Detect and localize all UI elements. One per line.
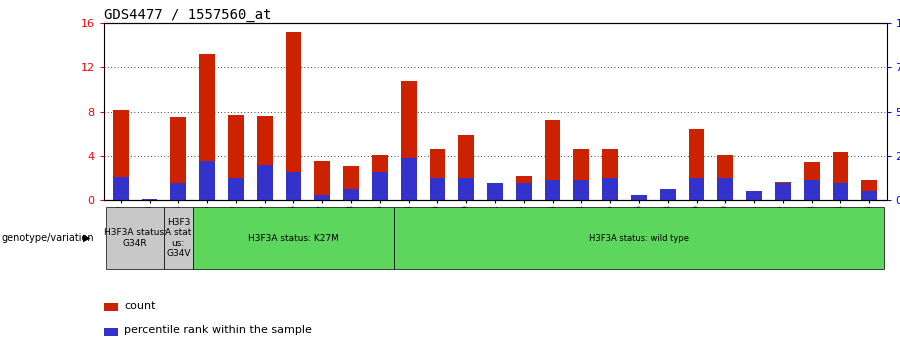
Bar	[104, 303, 118, 311]
Bar	[775, 183, 791, 200]
Bar	[660, 197, 676, 200]
Bar	[832, 183, 849, 200]
Bar	[804, 180, 820, 200]
Bar	[256, 166, 273, 200]
Bar	[544, 180, 561, 200]
Bar	[516, 183, 532, 200]
Text: GDS4477 / 1557560_at: GDS4477 / 1557560_at	[104, 8, 271, 22]
Bar	[394, 207, 884, 269]
Bar	[688, 129, 705, 200]
Bar	[631, 197, 647, 200]
Bar	[746, 195, 762, 200]
Bar	[141, 199, 158, 200]
Bar	[516, 176, 532, 200]
Bar	[775, 182, 791, 200]
Bar	[832, 153, 849, 200]
Bar	[170, 183, 186, 200]
Text: count: count	[124, 301, 156, 311]
Bar	[228, 178, 244, 200]
Bar	[314, 195, 330, 200]
Bar	[372, 172, 388, 200]
Bar	[631, 195, 647, 200]
Bar	[429, 149, 445, 200]
Bar	[343, 166, 359, 200]
Bar	[660, 188, 676, 200]
Bar	[256, 116, 273, 200]
Bar	[746, 191, 762, 200]
Text: H3F3A status: wild type: H3F3A status: wild type	[589, 234, 688, 242]
Bar	[199, 161, 215, 200]
Bar	[717, 155, 734, 200]
Bar	[602, 178, 618, 200]
Bar	[573, 180, 590, 200]
Text: H3F3A status:
G34R: H3F3A status: G34R	[104, 228, 166, 248]
Text: percentile rank within the sample: percentile rank within the sample	[124, 325, 312, 336]
Text: H3F3
A stat
us:
G34V: H3F3 A stat us: G34V	[166, 218, 192, 258]
Bar	[804, 162, 820, 200]
Bar	[400, 158, 417, 200]
Bar	[602, 149, 618, 200]
Bar	[112, 110, 129, 200]
Bar	[170, 117, 186, 200]
Bar	[573, 149, 590, 200]
Bar	[314, 161, 330, 200]
Bar	[285, 32, 302, 200]
Bar	[228, 115, 244, 200]
Bar	[487, 190, 503, 200]
Bar	[544, 120, 561, 200]
Bar	[861, 180, 878, 200]
Bar	[141, 199, 158, 200]
Bar	[688, 178, 705, 200]
Bar	[372, 155, 388, 200]
Text: H3F3A status: K27M: H3F3A status: K27M	[248, 234, 339, 242]
Bar	[343, 188, 359, 200]
Bar	[429, 178, 445, 200]
Bar	[164, 207, 193, 269]
Bar	[199, 54, 215, 200]
Bar	[487, 183, 503, 200]
Bar	[400, 80, 417, 200]
Bar	[458, 178, 474, 200]
Text: genotype/variation: genotype/variation	[2, 233, 94, 243]
Bar	[717, 178, 734, 200]
Bar	[458, 135, 474, 200]
Text: ▶: ▶	[83, 233, 90, 243]
Bar	[193, 207, 394, 269]
Bar	[112, 177, 129, 200]
Bar	[104, 328, 118, 336]
Bar	[861, 191, 878, 200]
Bar	[106, 207, 164, 269]
Bar	[285, 172, 302, 200]
